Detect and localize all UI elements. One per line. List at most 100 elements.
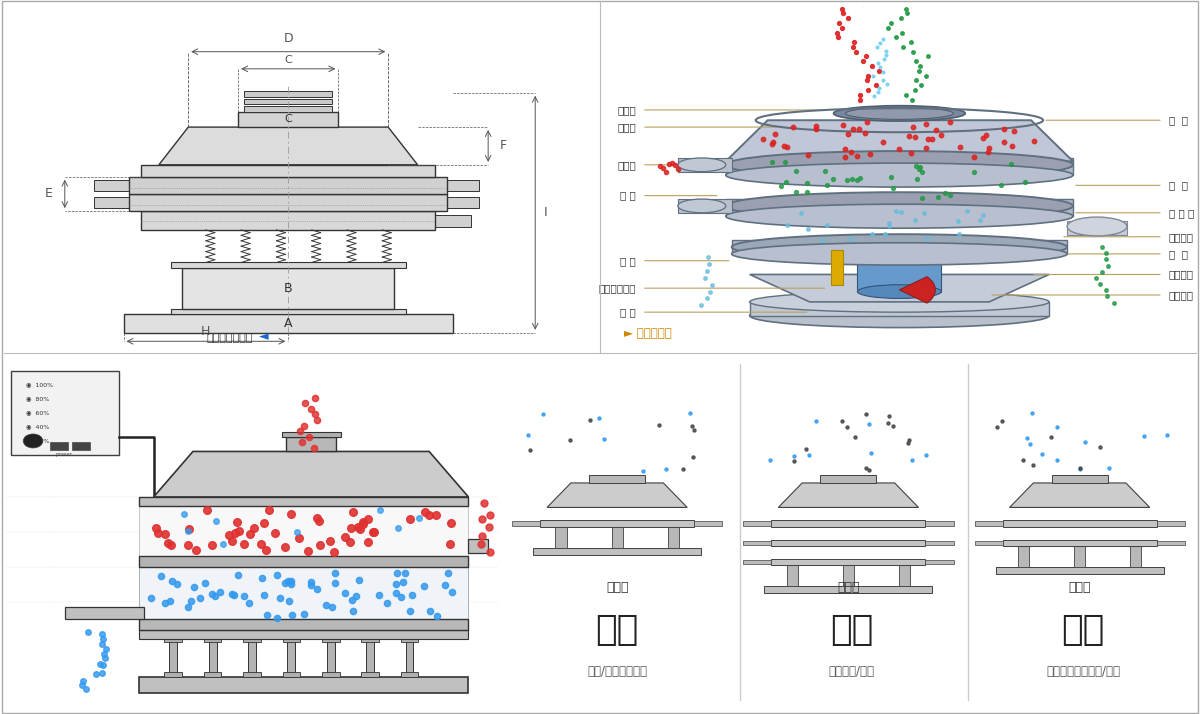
Bar <box>1074 546 1085 567</box>
Bar <box>830 251 842 285</box>
Text: 上部重锤: 上部重锤 <box>1169 232 1194 242</box>
Bar <box>612 527 623 548</box>
Text: E: E <box>46 187 53 201</box>
Bar <box>533 548 701 555</box>
Text: 振动电机: 振动电机 <box>1169 269 1194 279</box>
Text: ◉  20%: ◉ 20% <box>25 438 49 443</box>
Bar <box>726 158 1073 175</box>
Bar <box>142 165 436 177</box>
Ellipse shape <box>750 291 1049 312</box>
Text: ► 结构示意图: ► 结构示意图 <box>624 326 672 340</box>
Text: 双层式: 双层式 <box>1068 580 1091 594</box>
Bar <box>11 371 119 455</box>
Bar <box>556 527 566 548</box>
Ellipse shape <box>834 106 965 121</box>
Polygon shape <box>1009 483 1150 508</box>
Text: D: D <box>283 32 293 45</box>
Bar <box>322 637 340 642</box>
Text: 单层式: 单层式 <box>606 580 629 594</box>
Text: 过滤: 过滤 <box>830 613 874 647</box>
Bar <box>743 540 772 545</box>
Ellipse shape <box>750 303 1049 328</box>
Bar <box>974 540 1002 545</box>
Text: ◉  40%: ◉ 40% <box>25 424 49 430</box>
Text: I: I <box>544 206 547 219</box>
Ellipse shape <box>858 247 941 261</box>
Text: 外形尺寸示意图: 外形尺寸示意图 <box>206 333 253 343</box>
Bar <box>94 197 130 208</box>
Text: 加 重 块: 加 重 块 <box>1169 208 1194 218</box>
Ellipse shape <box>726 151 1073 178</box>
Bar <box>72 442 90 450</box>
Ellipse shape <box>1067 217 1127 236</box>
Bar <box>282 637 300 642</box>
Bar <box>468 539 488 553</box>
Text: 去除液体中的颗粒/异物: 去除液体中的颗粒/异物 <box>1046 665 1120 678</box>
Ellipse shape <box>846 107 953 119</box>
Bar <box>287 438 336 451</box>
Text: ◄: ◄ <box>259 330 269 343</box>
Bar <box>248 640 256 677</box>
Bar <box>1157 540 1184 545</box>
Bar <box>244 637 260 642</box>
Text: ◉  80%: ◉ 80% <box>25 396 49 401</box>
Bar <box>732 240 1067 254</box>
Bar <box>974 521 1002 526</box>
Bar <box>1157 521 1184 526</box>
Text: 弹 簧: 弹 簧 <box>620 256 636 266</box>
Text: 分级: 分级 <box>595 613 638 647</box>
Bar <box>139 504 468 556</box>
Bar <box>925 560 954 565</box>
Bar <box>750 302 1049 316</box>
Text: 束 环: 束 环 <box>620 191 636 201</box>
Bar <box>204 637 222 642</box>
Bar <box>139 556 468 567</box>
Polygon shape <box>158 127 418 165</box>
Bar <box>139 619 468 630</box>
Bar <box>743 560 772 565</box>
Bar <box>446 180 479 191</box>
Text: H: H <box>202 325 211 338</box>
Bar <box>401 637 419 642</box>
Polygon shape <box>547 483 688 508</box>
Bar <box>540 521 695 527</box>
Bar <box>772 521 925 527</box>
Ellipse shape <box>726 163 1073 187</box>
Bar <box>204 672 222 677</box>
Polygon shape <box>750 274 1049 302</box>
Text: F: F <box>500 139 508 153</box>
Bar <box>925 540 954 545</box>
Bar <box>139 567 468 619</box>
Bar <box>142 211 436 230</box>
Bar <box>322 672 340 677</box>
Text: 三层式: 三层式 <box>838 580 859 594</box>
Text: ◉  100%: ◉ 100% <box>25 383 53 388</box>
Bar <box>1051 476 1108 483</box>
Bar <box>50 442 67 450</box>
Bar <box>401 672 419 677</box>
Bar <box>244 91 332 96</box>
Bar <box>326 640 335 677</box>
Bar <box>842 565 854 586</box>
Bar <box>406 640 413 677</box>
Bar <box>164 637 182 642</box>
Bar <box>772 540 925 546</box>
Text: power: power <box>55 452 72 457</box>
Bar <box>667 527 679 548</box>
Text: B: B <box>284 281 293 295</box>
Bar <box>130 194 446 211</box>
Bar <box>772 559 925 565</box>
Bar <box>244 672 260 677</box>
Bar <box>288 640 295 677</box>
Bar <box>695 521 722 526</box>
Polygon shape <box>154 451 468 497</box>
Bar <box>164 672 182 677</box>
Bar <box>139 630 468 638</box>
Wedge shape <box>900 276 935 303</box>
Bar <box>787 565 798 586</box>
Text: A: A <box>284 316 293 330</box>
Ellipse shape <box>726 204 1073 228</box>
Bar <box>361 672 379 677</box>
Bar <box>996 567 1164 574</box>
Bar <box>139 677 468 693</box>
